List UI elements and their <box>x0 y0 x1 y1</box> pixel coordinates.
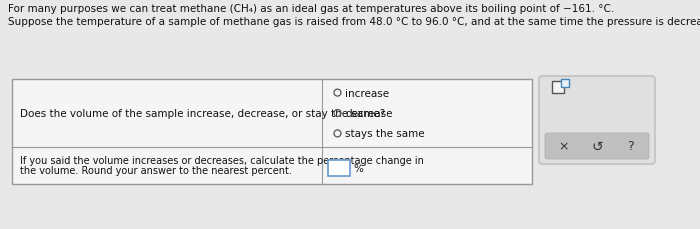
Text: %: % <box>353 163 363 173</box>
Text: stays the same: stays the same <box>345 129 425 139</box>
FancyBboxPatch shape <box>539 77 655 164</box>
Bar <box>12 80 532 184</box>
Text: the volume. Round your answer to the nearest percent.: the volume. Round your answer to the nea… <box>20 166 292 176</box>
FancyBboxPatch shape <box>545 134 649 159</box>
Bar <box>328 160 350 176</box>
Text: If you said the volume increases or decreases, calculate the percentage change i: If you said the volume increases or decr… <box>20 156 424 166</box>
Text: ↺: ↺ <box>592 139 603 153</box>
Text: Suppose the temperature of a sample of methane gas is raised from 48.0 °C to 96.: Suppose the temperature of a sample of m… <box>8 17 700 27</box>
Bar <box>552 82 564 94</box>
Text: ×: × <box>559 140 569 153</box>
Text: decrease: decrease <box>345 109 393 118</box>
Text: ?: ? <box>626 140 634 153</box>
Bar <box>561 80 569 88</box>
Text: Does the volume of the sample increase, decrease, or stay the same?: Does the volume of the sample increase, … <box>20 109 385 118</box>
Text: increase: increase <box>345 88 389 98</box>
Text: For many purposes we can treat methane (CH₄) as an ideal gas at temperatures abo: For many purposes we can treat methane (… <box>8 4 615 14</box>
